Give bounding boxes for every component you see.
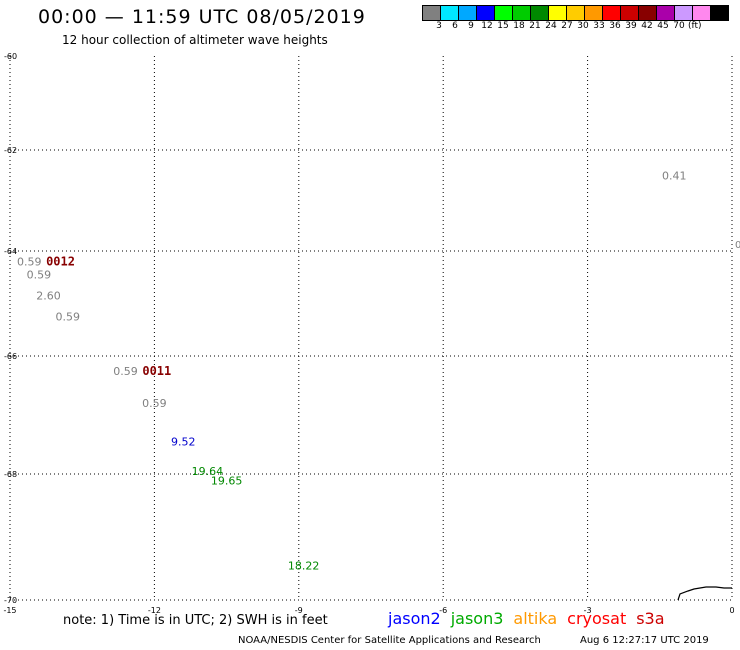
- legend-value: 12: [481, 21, 493, 31]
- footer-timestamp: Aug 6 12:27:17 UTC 2019: [580, 635, 709, 646]
- swh-observation: 2.60: [36, 290, 61, 303]
- longitude-label: -12: [148, 606, 161, 615]
- edge-value-fragment: 0: [735, 240, 740, 251]
- legend-value: 18: [513, 21, 525, 31]
- swh-observation: 9.52: [171, 436, 196, 449]
- satellite-legend: jason2 jason3 altika cryosat s3a: [388, 609, 675, 628]
- satellite-name: s3a: [636, 609, 665, 628]
- legend-value: 45: [657, 21, 669, 31]
- units-note: note: 1) Time is in UTC; 2) SWH is in fe…: [63, 613, 328, 628]
- map-title: 00:00 — 11:59 UTC 08/05/2019: [38, 6, 366, 28]
- legend-value: 33: [593, 21, 605, 31]
- satellite-name: jason3: [450, 609, 504, 628]
- swh-observation: 19.65: [211, 474, 243, 487]
- legend-value: 24: [545, 21, 557, 31]
- time-marker: 0012: [46, 255, 75, 269]
- time-marker: 0011: [142, 364, 171, 378]
- satellite-name: jason2: [388, 609, 441, 628]
- longitude-label: -6: [439, 606, 447, 615]
- swh-observation: 0.41: [662, 169, 687, 182]
- color-legend: [422, 5, 729, 21]
- latitude-label: -68: [4, 470, 17, 479]
- swh-observation: 19.64: [192, 465, 224, 478]
- legend-value: 70: [673, 21, 685, 31]
- coastline: [677, 586, 732, 601]
- swh-observation: 0.59: [56, 311, 81, 324]
- swh-observation: 0.59: [17, 256, 42, 269]
- legend-value: 21: [529, 21, 541, 31]
- swh-observation: 0.59: [142, 397, 167, 410]
- map-subtitle: 12 hour collection of altimeter wave hei…: [62, 33, 328, 47]
- legend-value: 42: [641, 21, 653, 31]
- latitude-label: -66: [4, 352, 17, 361]
- footer-organization: NOAA/NESDIS Center for Satellite Applica…: [238, 635, 541, 646]
- satellite-name: altika: [513, 609, 558, 628]
- legend-value: 6: [452, 21, 458, 31]
- latitude-label: -60: [4, 52, 17, 61]
- longitude-label: -9: [295, 606, 303, 615]
- legend-value: 39: [625, 21, 637, 31]
- latitude-label: -70: [4, 596, 17, 605]
- legend-value: 30: [577, 21, 589, 31]
- longitude-label: -15: [3, 606, 16, 615]
- swh-observation: 0.59: [113, 365, 138, 378]
- longitude-label: 0: [729, 606, 734, 615]
- color-legend-labels: 3 6 9 12 15 18 21 24 27 30 33 36 39 42 45 70 (ft): [423, 21, 740, 33]
- latitude-label: -62: [4, 146, 17, 155]
- legend-value: 9: [468, 21, 474, 31]
- latitude-label: -64: [4, 247, 17, 256]
- legend-value: 3: [436, 21, 442, 31]
- swh-observation: 0.59: [27, 269, 52, 282]
- legend-value: 27: [561, 21, 573, 31]
- swh-observation: 18.22: [288, 559, 320, 572]
- legend-swatch: [710, 5, 729, 21]
- legend-value: 15: [497, 21, 509, 31]
- longitude-label: -3: [584, 606, 592, 615]
- satellite-name: cryosat: [567, 609, 627, 628]
- legend-unit: (ft): [688, 21, 702, 31]
- legend-value: 36: [609, 21, 621, 31]
